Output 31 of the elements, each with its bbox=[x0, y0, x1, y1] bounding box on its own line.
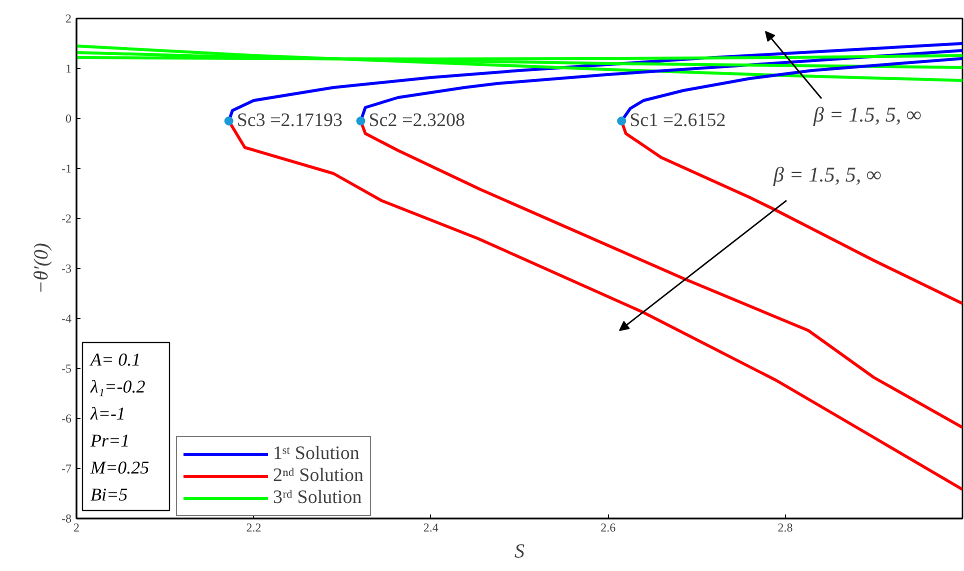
annotation: Sc1 =2.6152 bbox=[630, 110, 726, 131]
y-tick-label: 0 bbox=[66, 112, 72, 126]
x-tick-label: 2.2 bbox=[246, 520, 262, 534]
annotation: Bi=5 bbox=[90, 484, 128, 504]
x-axis-title: S bbox=[514, 540, 524, 562]
y-tick-label: -7 bbox=[62, 462, 72, 476]
x-tick-label: 2.6 bbox=[600, 520, 616, 534]
y-tick-label: 2 bbox=[66, 12, 72, 26]
y-tick-label: -8 bbox=[62, 512, 72, 526]
annotation: β = 1.5, 5, ∞ bbox=[812, 102, 922, 126]
legend-label: 1ˢᵗ Solution bbox=[273, 443, 360, 465]
y-tick-label: -3 bbox=[62, 262, 72, 276]
annotation: Pr=1 bbox=[90, 430, 130, 450]
annotation: A= 0.1 bbox=[90, 350, 141, 370]
y-tick-label: -4 bbox=[62, 312, 72, 326]
x-tick-label: 2.8 bbox=[778, 520, 793, 534]
y-tick-label: -6 bbox=[62, 412, 72, 426]
y-tick-label: -2 bbox=[62, 212, 72, 226]
annotation: Sc2 =2.3208 bbox=[368, 110, 465, 131]
legend-label: 3ʳᵈ Solution bbox=[273, 487, 362, 509]
annotation: Sc3 =2.17193 bbox=[236, 110, 343, 131]
legend-label: 2ⁿᵈ Solution bbox=[273, 465, 364, 487]
y-tick-label: -1 bbox=[62, 162, 72, 176]
annotation: λ₁=-0.2 bbox=[90, 376, 146, 396]
y-tick-label: -5 bbox=[62, 362, 72, 376]
y-axis-title: −θ′(0) bbox=[30, 242, 53, 294]
annotation: M=0.25 bbox=[90, 458, 150, 478]
annotation: β = 1.5, 5, ∞ bbox=[772, 162, 882, 186]
annotation: λ=-1 bbox=[90, 404, 126, 424]
x-tick-label: 2.4 bbox=[423, 520, 438, 534]
y-tick-label: 1 bbox=[66, 62, 72, 76]
